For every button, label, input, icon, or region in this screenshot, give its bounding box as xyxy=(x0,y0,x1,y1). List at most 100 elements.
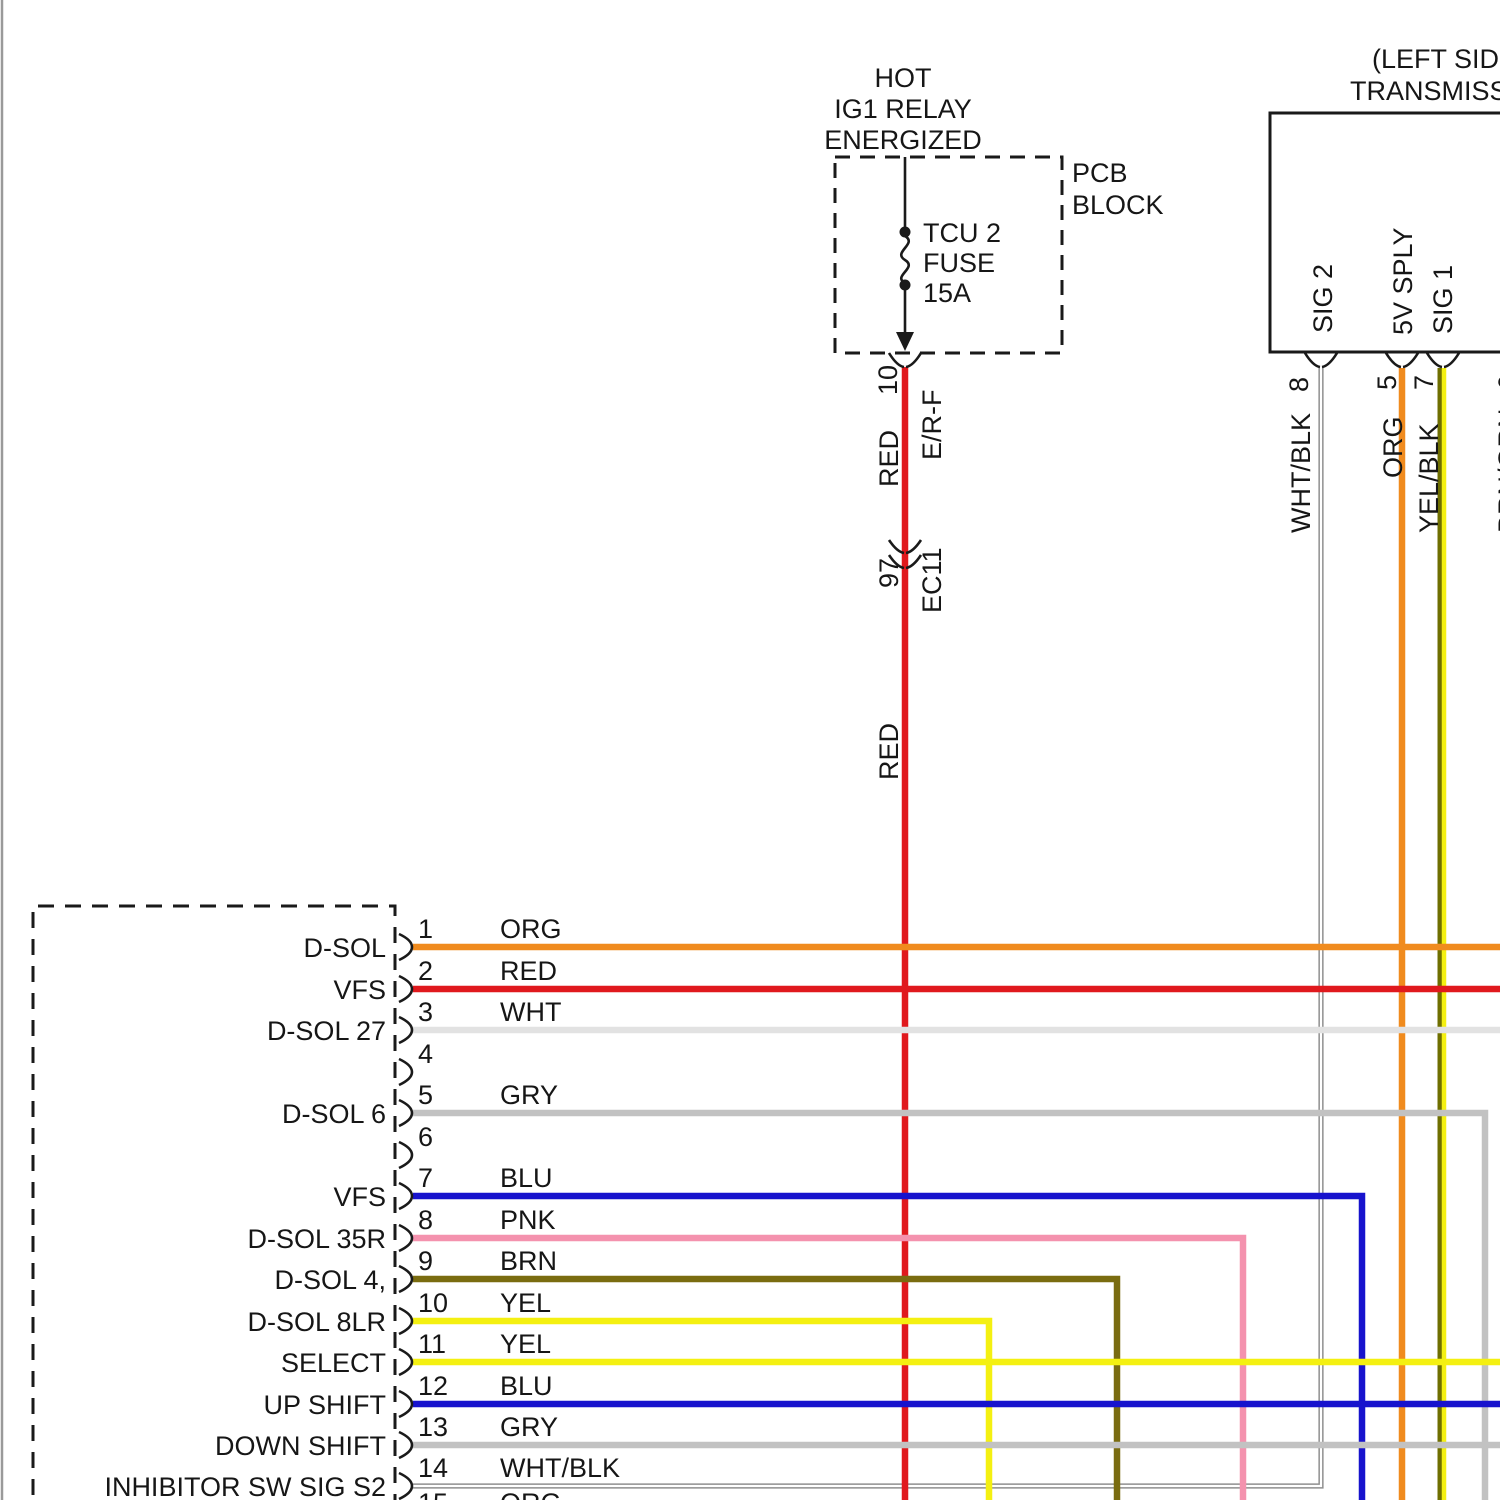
feed-pin-number: 10 xyxy=(873,365,903,395)
tcu-wire-color-15: ORG xyxy=(500,1488,562,1500)
power-label-line2: IG1 RELAY xyxy=(834,94,972,124)
tcu-pin-name-7: VFS xyxy=(333,1182,386,1212)
tcu-connector-box xyxy=(31,904,397,1500)
tcu-wire-color-9: BRN xyxy=(500,1246,557,1276)
pcb-block-label-line1: PCB xyxy=(1072,158,1128,188)
connector-symbol-sig1 xyxy=(1425,352,1461,369)
pin-arc-1 xyxy=(398,932,414,962)
connector-symbol-5vsply xyxy=(1384,352,1420,369)
wire-brn-dsol4 xyxy=(413,1275,1121,1500)
tcu-wire-color-7: BLU xyxy=(500,1163,553,1193)
inline-pin-number: 97 xyxy=(874,558,904,588)
trans-pin-name-sig2: SIG 2 xyxy=(1308,264,1338,333)
trans-pin-name-5vsply: 5V SPLY xyxy=(1388,227,1418,335)
pcb-block-label-line2: BLOCK xyxy=(1072,190,1164,220)
transmission-title-line1: (LEFT SIDE xyxy=(1372,44,1500,74)
trans-wire-color-whtblk: WHT/BLK xyxy=(1286,413,1316,533)
tcu-pin-name-13: DOWN SHIFT xyxy=(215,1431,386,1461)
tcu-pin-number-5: 5 xyxy=(418,1080,433,1110)
arrow-down-icon xyxy=(896,332,914,351)
tcu-pin-name-11: SELECT xyxy=(281,1348,386,1378)
tcu-pin-name-1: D-SOL xyxy=(303,933,386,963)
connector-symbol-erf xyxy=(887,352,923,369)
tcu-pin-number-6: 6 xyxy=(418,1122,433,1152)
tcu-pin-number-9: 9 xyxy=(418,1246,433,1276)
fuse-label-line1: TCU 2 xyxy=(923,218,1001,248)
tcu-wire-color-2: RED xyxy=(500,956,557,986)
fuse-label-line3: 15A xyxy=(923,278,971,308)
tcu-pin-number-4: 4 xyxy=(418,1039,433,1069)
tcu-pin-name-5: D-SOL 6 xyxy=(282,1099,386,1129)
tcu-wire-color-8: PNK xyxy=(500,1205,556,1235)
tcu-pin-name-10: D-SOL 8LR xyxy=(247,1307,386,1337)
pin-arc-2 xyxy=(398,974,414,1004)
tcu-pin-number-12: 12 xyxy=(418,1371,448,1401)
tcu-pin-name-2: VFS xyxy=(333,975,386,1005)
tcu-pin-number-14: 14 xyxy=(418,1453,448,1483)
tcu-pin-number-8: 8 xyxy=(418,1205,433,1235)
fuse-terminal-bottom xyxy=(899,279,911,291)
tcu-pin-name-14: INHIBITOR SW SIG S2 xyxy=(104,1472,386,1500)
fuse-terminal-top xyxy=(899,226,911,238)
pin-arc-6 xyxy=(398,1140,414,1170)
wire-whtblk-sig2-core xyxy=(413,368,1323,1488)
tcu-pin-number-10: 10 xyxy=(418,1288,448,1318)
trans-pin-number-8: 8 xyxy=(1284,377,1314,392)
tcu-wire-color-14: WHT/BLK xyxy=(500,1453,620,1483)
pin-arc-7 xyxy=(398,1181,414,1211)
pin-arc-11 xyxy=(398,1347,414,1377)
tcu-pin-number-1: 1 xyxy=(418,914,433,944)
pin-arc-14 xyxy=(398,1471,414,1500)
tcu-pin-number-11: 11 xyxy=(418,1329,446,1359)
tcu-wire-color-11: YEL xyxy=(500,1329,551,1359)
pin-arc-8 xyxy=(398,1223,414,1253)
tcu-pin-number-15: 15 xyxy=(418,1488,448,1500)
fuse-element-icon xyxy=(900,234,910,285)
feed-wire-color: RED xyxy=(874,430,904,487)
tcu-wire-color-1: ORG xyxy=(500,914,562,944)
feed-wire-color-lower: RED xyxy=(874,723,904,780)
tcu-pin-name-9: D-SOL 4, xyxy=(274,1265,386,1295)
tcu-wire-color-13: GRY xyxy=(500,1412,558,1442)
trans-wire-color-yelblk: YEL/BLK xyxy=(1414,423,1444,533)
power-label-line1: HOT xyxy=(875,63,932,93)
transmission-title-line2: TRANSMISSI xyxy=(1350,76,1500,106)
tcu-wire-color-10: YEL xyxy=(500,1288,551,1318)
tcu-pin-name-3: D-SOL 27 xyxy=(267,1016,386,1046)
tcu-pin-number-13: 13 xyxy=(418,1412,448,1442)
pcb-block-box xyxy=(833,155,1064,355)
pin-arc-4 xyxy=(398,1057,414,1087)
pin-arc-12 xyxy=(398,1389,414,1419)
transmission-box xyxy=(1268,111,1500,354)
tcu-wire-color-5: GRY xyxy=(500,1080,558,1110)
tcu-pin-name-8: D-SOL 35R xyxy=(247,1224,386,1254)
pin-arc-9 xyxy=(398,1264,414,1294)
fuse-label-line2: FUSE xyxy=(923,248,995,278)
tcu-pin-number-3: 3 xyxy=(418,997,433,1027)
connector-symbol-ec11-a xyxy=(887,539,923,555)
power-label-line3: ENERGIZED xyxy=(824,125,982,155)
wire-gry-dsol6 xyxy=(413,1109,1489,1500)
trans-pin-number-5: 5 xyxy=(1372,375,1402,390)
trans-pin-name-sig1: SIG 1 xyxy=(1428,265,1458,334)
inline-connector-name: EC11 xyxy=(917,547,947,613)
feed-connector-name: E/R-F xyxy=(917,390,947,461)
tcu-pin-name-12: UP SHIFT xyxy=(263,1390,386,1420)
connector-symbol-ec11-b xyxy=(887,554,923,570)
tcu-pin-number-7: 7 xyxy=(418,1163,433,1193)
connector-symbol-sig2 xyxy=(1303,352,1339,369)
pin-arc-3 xyxy=(398,1015,414,1045)
trans-wire-color-org: ORG xyxy=(1378,416,1408,478)
trans-wire-color-edge: BRN/GRN xyxy=(1493,408,1500,533)
tcu-pin-number-2: 2 xyxy=(418,956,433,986)
trans-pin-number-edge: 6 xyxy=(1493,375,1500,390)
trans-pin-number-7: 7 xyxy=(1409,375,1439,390)
pin-arc-10 xyxy=(398,1306,414,1336)
tcu-wire-color-3: WHT xyxy=(500,997,561,1027)
tcu-wire-color-12: BLU xyxy=(500,1371,553,1401)
wire-pnk-dsol35r xyxy=(413,1234,1247,1500)
pin-arc-13 xyxy=(398,1430,414,1460)
pin-arc-5 xyxy=(398,1098,414,1128)
